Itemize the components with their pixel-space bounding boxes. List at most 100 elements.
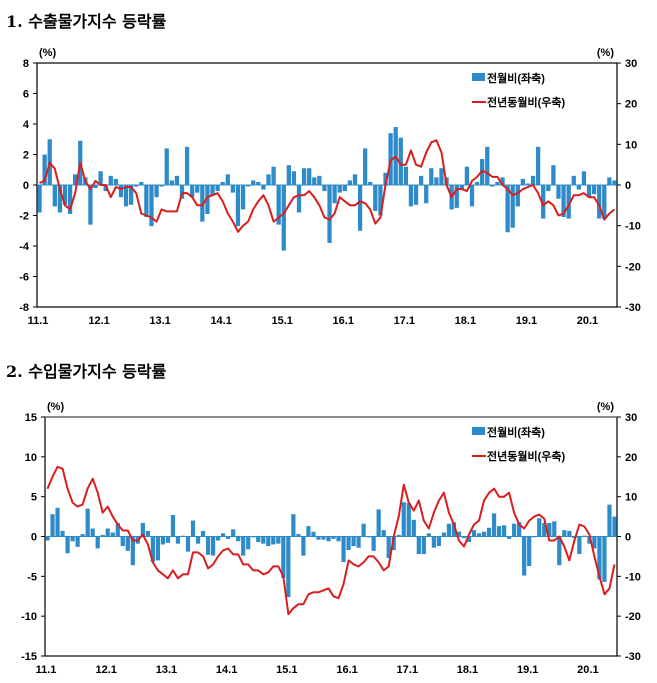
chart-2-bar xyxy=(582,535,587,537)
chart-2-left-tick-label: -5 xyxy=(27,571,37,583)
chart-2-bar xyxy=(326,536,331,542)
chart-2-bar xyxy=(276,536,281,544)
chart-2-bar xyxy=(577,536,582,555)
chart-1-bar xyxy=(561,185,566,218)
chart-1-yoy-line xyxy=(39,139,616,233)
chart-2-bar xyxy=(481,531,487,537)
chart-1-bar xyxy=(332,185,337,204)
chart-2-bar xyxy=(607,504,612,537)
chart-1-bar xyxy=(373,185,378,211)
chart-1-bar xyxy=(134,185,139,187)
chart-1-bar xyxy=(205,185,210,214)
chart-1-bar xyxy=(57,185,63,213)
chart-1-bar xyxy=(42,154,47,185)
chart-2-left-tick-label: -15 xyxy=(21,651,37,663)
chart-1-bar xyxy=(251,180,256,185)
chart-1-bar xyxy=(571,175,576,185)
chart-2-bar xyxy=(286,536,291,598)
chart-1-bar xyxy=(276,185,281,225)
chart-2-bar xyxy=(366,536,371,538)
chart-2-bar xyxy=(466,536,472,543)
chart-2-bar xyxy=(205,536,211,555)
chart-1-x-tick-label: 19.1 xyxy=(516,315,537,327)
chart-1-bar xyxy=(230,185,236,193)
chart-2-x-tick-label: 17.1 xyxy=(397,664,418,676)
chart-1-bar xyxy=(73,174,78,185)
chart-1-bar xyxy=(261,185,266,190)
chart-1-bar xyxy=(566,185,571,219)
chart-2-right-tick-label: -20 xyxy=(625,611,641,623)
chart-2-bar xyxy=(547,522,552,537)
chart-1-bar xyxy=(368,181,373,185)
chart-2-left-unit: (%) xyxy=(47,401,64,413)
chart-1-bar xyxy=(317,175,322,185)
chart-1-bar xyxy=(612,180,617,185)
chart-1-right-tick-label: -20 xyxy=(625,261,641,273)
chart-2-bar xyxy=(226,536,231,539)
chart-1-left-tick-label: 0 xyxy=(23,180,29,192)
chart-1-bar xyxy=(307,168,312,185)
chart-1-left-tick-label: 2 xyxy=(23,150,29,162)
chart-2-bar xyxy=(90,528,95,537)
chart-2-left-tick-label: -10 xyxy=(21,611,37,623)
chart-1-bar xyxy=(378,185,383,216)
chart-1-bar xyxy=(190,185,195,198)
chart-1-bar xyxy=(240,185,246,210)
chart-1-bar xyxy=(103,185,108,192)
chart-2-bar xyxy=(261,536,266,544)
chart-1-x-tick-label: 16.1 xyxy=(333,315,354,327)
chart-1-bar xyxy=(602,185,607,219)
chart-1-x-tick-label: 20.1 xyxy=(577,315,598,327)
chart-2-left-tick-label: 5 xyxy=(31,492,37,504)
chart-1-bar xyxy=(485,146,490,185)
chart-2-x-tick-label: 18.1 xyxy=(457,664,478,676)
chart-2-bar xyxy=(115,522,120,537)
chart-2-bar xyxy=(125,536,130,551)
chart-1-bar xyxy=(322,185,327,192)
chart-2-bar xyxy=(100,534,105,537)
chart-1-bar xyxy=(469,185,475,207)
chart-1-bar xyxy=(525,183,531,185)
chart-2-title: 2. 수입물가지수 등락률 xyxy=(6,362,167,381)
chart-1-bar xyxy=(439,168,444,185)
chart-1-left-tick-label: -4 xyxy=(19,241,30,253)
chart-1-right-tick-label: 20 xyxy=(625,99,637,111)
chart-1-bar xyxy=(296,185,302,213)
chart-2-bar xyxy=(507,536,512,539)
chart-2-bar xyxy=(160,536,166,545)
chart-1-bar xyxy=(424,185,429,204)
chart-2-bar xyxy=(537,518,542,537)
chart-2-right-tick-label: 20 xyxy=(625,452,637,464)
chart-1-bar xyxy=(195,185,200,193)
chart-1-bar xyxy=(418,175,424,185)
chart-2-bar xyxy=(476,533,482,537)
chart-2-bar xyxy=(592,536,597,549)
chart-1-bar xyxy=(551,165,556,185)
chart-1-bar xyxy=(128,185,134,205)
chart-2-bar xyxy=(165,536,171,543)
chart-1-bar xyxy=(408,185,414,207)
chart-2-bar xyxy=(210,536,216,556)
chart-2-bar xyxy=(597,536,602,580)
chart-1-bar xyxy=(576,185,581,190)
chart-2-bar xyxy=(376,509,381,537)
chart-1-bar xyxy=(591,185,597,195)
chart-1-bar xyxy=(352,174,358,185)
chart-2-left-tick-label: 15 xyxy=(25,412,37,424)
chart-1-bar xyxy=(113,178,119,185)
chart-1-bar xyxy=(62,185,68,205)
chart-2-bar xyxy=(195,536,201,544)
chart-1-bar xyxy=(515,185,520,207)
chart-1-bar xyxy=(464,166,470,185)
chart-2-bar xyxy=(80,534,85,537)
chart-1-bar xyxy=(88,185,93,225)
chart-2-bar xyxy=(110,532,115,537)
chart-2-x-tick-label: 15.1 xyxy=(276,664,297,676)
chart-2-bar xyxy=(60,530,65,537)
chart-2-bar xyxy=(436,536,441,547)
chart-1-bar xyxy=(510,185,515,228)
chart-2-bar xyxy=(281,536,286,578)
chart-2-bar xyxy=(251,536,256,538)
chart-1-x-tick-label: 18.1 xyxy=(455,315,476,327)
chart-2-bar xyxy=(271,536,276,545)
